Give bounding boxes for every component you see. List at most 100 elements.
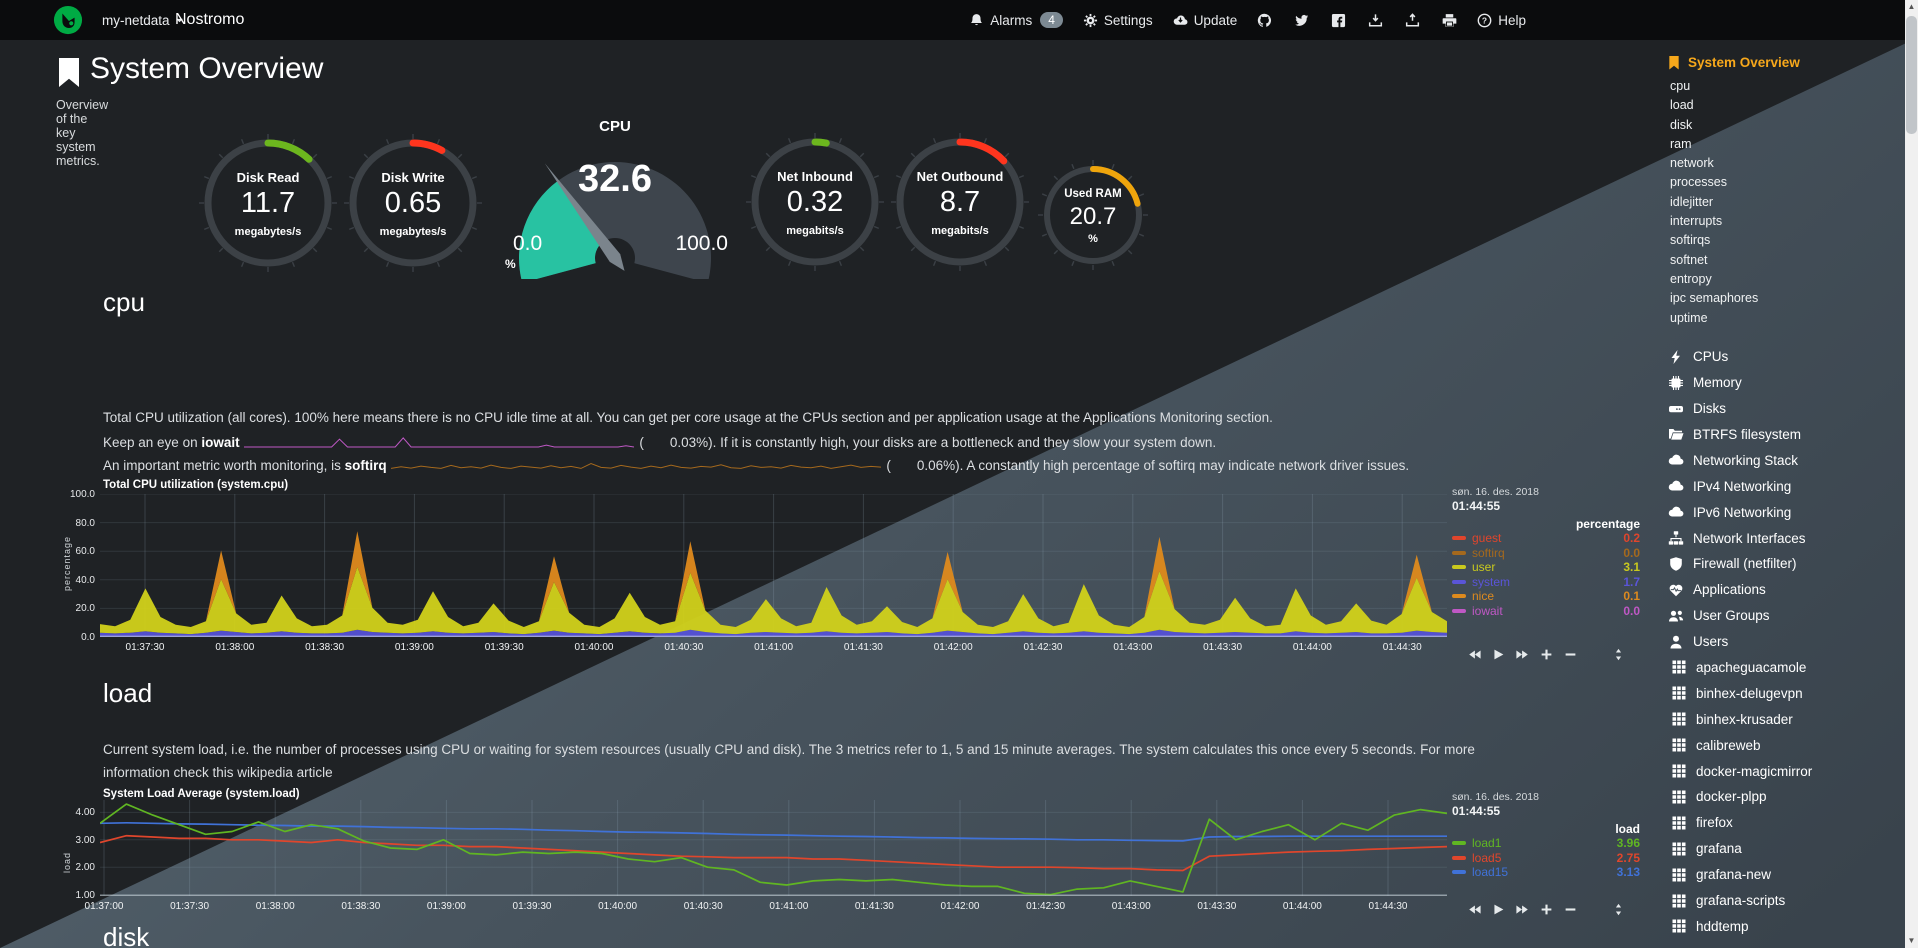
facebook-button[interactable] xyxy=(1331,13,1346,28)
sidebar-item-label: grafana-scripts xyxy=(1696,893,1786,908)
sidebar-item-ram[interactable]: ram xyxy=(1670,136,1692,151)
cpu-desc-2: Keep an eye on iowait (0.03%). If it is … xyxy=(103,435,1217,450)
sidebar-item-idlejitter[interactable]: idlejitter xyxy=(1670,194,1714,209)
sidebar-item-ipv4-networking[interactable]: IPv4 Networking xyxy=(1668,473,1900,499)
sidebar-item-system-overview[interactable]: System Overview xyxy=(1668,55,1900,70)
legend-item-user[interactable]: user 3.1 xyxy=(1452,560,1640,575)
scrollbar-down-arrow[interactable]: ▼ xyxy=(1907,936,1916,945)
sidebar-item-label: Firewall (netfilter) xyxy=(1693,556,1797,572)
resize-handle-icon[interactable] xyxy=(1612,903,1625,916)
alarms-button[interactable]: Alarms 4 xyxy=(969,12,1063,28)
sidebar-item-calibreweb[interactable]: calibreweb xyxy=(1668,732,1900,758)
sidebar-item-network[interactable]: network xyxy=(1670,156,1714,171)
x-tick-label: 01:40:00 xyxy=(574,642,614,653)
update-button[interactable]: Update xyxy=(1173,13,1237,28)
backward-icon[interactable] xyxy=(1468,648,1481,661)
plus-icon[interactable] xyxy=(1540,648,1553,661)
upload-button[interactable] xyxy=(1405,12,1420,28)
scrollbar-up-arrow[interactable]: ▲ xyxy=(1907,2,1916,11)
sidebar-item-docker-magicmirror[interactable]: docker-magicmirror xyxy=(1668,758,1900,784)
x-tick-label: 01:43:30 xyxy=(1197,901,1237,912)
heartbeat-icon xyxy=(1668,582,1684,598)
legend-item-guest[interactable]: guest 0.2 xyxy=(1452,531,1640,546)
print-button[interactable] xyxy=(1442,13,1457,28)
legend-item-nice[interactable]: nice 0.1 xyxy=(1452,589,1640,604)
legend-item-load1[interactable]: load1 3.96 xyxy=(1452,836,1640,851)
scrollbar-thumb[interactable] xyxy=(1906,16,1917,134)
sidebar-item-interrupts[interactable]: interrupts xyxy=(1670,214,1723,229)
help-button[interactable]: ? Help xyxy=(1477,13,1526,28)
gauge-label: Disk Read xyxy=(236,170,300,185)
gauge-net-outbound[interactable]: Net Outbound 8.7 megabits/s xyxy=(885,127,1035,277)
twitter-button[interactable] xyxy=(1294,13,1309,28)
forward-icon[interactable] xyxy=(1516,648,1529,661)
sidebar-item-label: Memory xyxy=(1693,375,1742,391)
sidebar-item-binhex-delugevpn[interactable]: binhex-delugevpn xyxy=(1668,680,1900,706)
sidebar-item-softnet[interactable]: softnet xyxy=(1670,252,1708,267)
github-button[interactable] xyxy=(1257,13,1272,28)
x-tick-label: 01:38:30 xyxy=(341,901,381,912)
forward-icon[interactable] xyxy=(1516,903,1529,916)
sidebar-item-hddtemp[interactable]: hddtemp xyxy=(1668,913,1900,939)
sidebar-item-grafana-new[interactable]: grafana-new xyxy=(1668,862,1900,888)
sidebar-item-apacheguacamole[interactable]: apacheguacamole xyxy=(1668,655,1900,681)
legend-item-load15[interactable]: load15 3.13 xyxy=(1452,865,1640,880)
sidebar-item-applications[interactable]: Applications xyxy=(1668,577,1900,603)
sidebar-item-ipc-semaphores[interactable]: ipc semaphores xyxy=(1670,291,1759,306)
sidebar-item-uptime[interactable]: uptime xyxy=(1670,310,1708,325)
legend-units-header: percentage xyxy=(1575,517,1640,531)
sidebar-item-network-interfaces[interactable]: Network Interfaces xyxy=(1668,525,1900,551)
minus-icon[interactable] xyxy=(1564,648,1577,661)
sidebar-item-cpus[interactable]: CPUs xyxy=(1668,344,1900,370)
netdata-logo-icon[interactable] xyxy=(53,5,83,35)
legend-swatch xyxy=(1452,870,1466,875)
sidebar-item-disks[interactable]: Disks xyxy=(1668,396,1900,422)
download-button[interactable] xyxy=(1368,13,1383,28)
legend-value: 0.1 xyxy=(1623,589,1640,604)
sidebar-item-memory[interactable]: Memory xyxy=(1668,370,1900,396)
sidebar-item-processes[interactable]: processes xyxy=(1670,175,1727,190)
sidebar-item-cpu[interactable]: cpu xyxy=(1670,79,1691,93)
legend-value: 3.96 xyxy=(1616,836,1640,851)
resize-handle-icon[interactable] xyxy=(1612,648,1625,661)
sidebar-item-ipv6-networking[interactable]: IPv6 Networking xyxy=(1668,499,1900,525)
sidebar-item-firefox[interactable]: firefox xyxy=(1668,810,1900,836)
load-plot[interactable] xyxy=(100,800,1447,896)
legend-item-softirq[interactable]: softirq 0.0 xyxy=(1452,546,1640,561)
sidebar-item-entropy[interactable]: entropy xyxy=(1670,271,1712,286)
gauge-disk-read[interactable]: Disk Read 11.7 megabytes/s xyxy=(193,128,343,278)
sidebar-item-load[interactable]: load xyxy=(1670,98,1694,113)
cpu-plot[interactable] xyxy=(100,494,1447,637)
sidebar-item-disk[interactable]: disk xyxy=(1670,117,1693,132)
gauge-used-ram[interactable]: Used RAM 20.7% xyxy=(1033,155,1153,275)
sidebar-item-softirqs[interactable]: softirqs xyxy=(1670,233,1711,248)
settings-button[interactable]: Settings xyxy=(1083,13,1153,28)
minus-icon[interactable] xyxy=(1564,903,1577,916)
sidebar-item-grafana[interactable]: grafana xyxy=(1668,836,1900,862)
gauge-disk-write[interactable]: Disk Write 0.65 megabytes/s xyxy=(338,128,488,278)
gauge-net-inbound[interactable]: Net Inbound 0.32 megabits/s xyxy=(740,127,890,277)
legend-item-iowait[interactable]: iowait 0.0 xyxy=(1452,604,1640,619)
sidebar-item-networking-stack[interactable]: Networking Stack xyxy=(1668,447,1900,473)
scrollbar[interactable]: ▲ ▼ xyxy=(1905,0,1918,948)
bookmark-icon xyxy=(1668,55,1680,70)
legend-item-system[interactable]: system 1.7 xyxy=(1452,575,1640,590)
sidebar-item-docker-plpp[interactable]: docker-plpp xyxy=(1668,784,1900,810)
legend-value: 3.1 xyxy=(1623,560,1640,575)
backward-icon[interactable] xyxy=(1468,903,1481,916)
sidebar-item-users[interactable]: Users xyxy=(1668,629,1900,655)
my-netdata-menu[interactable]: my-netdata xyxy=(102,13,184,28)
legend-item-load5[interactable]: load5 2.75 xyxy=(1452,851,1640,866)
sidebar-item-label: User Groups xyxy=(1693,608,1770,624)
sidebar-item-grafana-scripts[interactable]: grafana-scripts xyxy=(1668,888,1900,914)
play-icon[interactable] xyxy=(1492,903,1505,916)
sidebar-item-firewall-netfilter-[interactable]: Firewall (netfilter) xyxy=(1668,551,1900,577)
cpu-desc-1: Total CPU utilization (all cores). 100% … xyxy=(103,410,1273,425)
plus-icon[interactable] xyxy=(1540,903,1553,916)
cpu-gauge-chart[interactable]: CPU 32.6 0.0 100.0 % xyxy=(495,104,735,279)
sidebar-item-btrfs-filesystem[interactable]: BTRFS filesystem xyxy=(1668,422,1900,448)
sidebar-item-binhex-krusader[interactable]: binhex-krusader xyxy=(1668,706,1900,732)
play-icon[interactable] xyxy=(1492,648,1505,661)
cloud-download-icon xyxy=(1173,13,1188,28)
sidebar-item-user-groups[interactable]: User Groups xyxy=(1668,603,1900,629)
